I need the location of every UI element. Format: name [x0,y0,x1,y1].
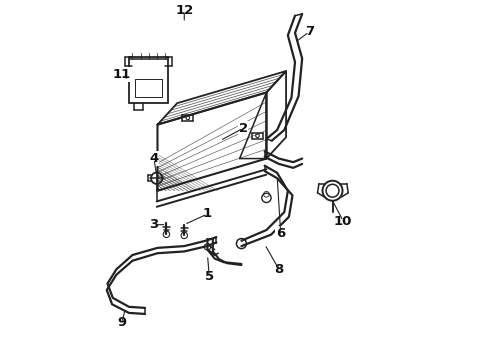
Text: 9: 9 [117,316,126,329]
Text: 4: 4 [149,152,159,165]
Text: 11: 11 [113,68,131,81]
Bar [129,57,168,103]
Text: 1: 1 [203,207,212,220]
Text: 3: 3 [149,218,159,231]
Text: 7: 7 [305,25,314,38]
Text: 2: 2 [239,122,248,135]
Text: 8: 8 [274,263,284,276]
Text: 12: 12 [175,4,194,17]
Bar [135,79,162,97]
Text: 6: 6 [276,227,285,240]
Text: 10: 10 [334,215,352,228]
Text: 5: 5 [205,270,214,283]
